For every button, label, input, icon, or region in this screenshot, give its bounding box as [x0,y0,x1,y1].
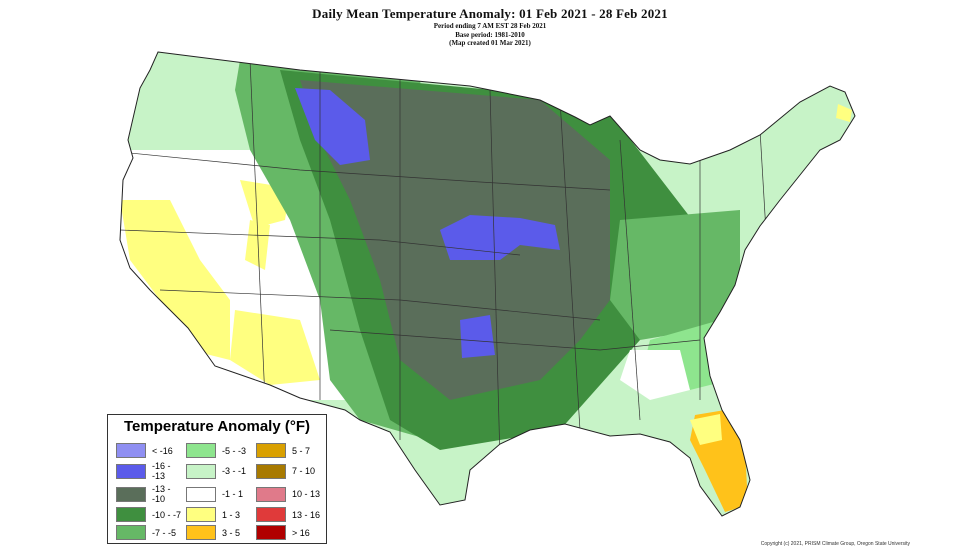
legend-label: 13 - 16 [292,509,321,520]
map-subtitle-3: (Map created 01 Mar 2021) [449,39,531,47]
legend-title: Temperature Anomaly (°F) [123,418,311,435]
legend-swatch [186,486,216,502]
legend-label: 3 - 5 [222,527,241,538]
legend-label: 10 - 13 [292,489,321,499]
map-legend: Temperature Anomaly (°F) < -16 -16 - -13 -… [107,414,327,544]
legend-label: > 16 [292,527,310,538]
legend-label: < -16 [152,445,173,456]
legend-label: -10 - -7 [152,509,182,520]
legend-swatch [116,463,146,479]
legend-item: 10 - 13 [256,484,322,504]
legend-item: 13 - 16 [256,507,322,522]
legend-label: -7 - -5 [152,527,177,538]
legend-item: -3 - -1 [186,461,252,481]
legend-item: 3 - 5 [186,525,252,540]
map-title: Daily Mean Temperature Anomaly: 01 Feb 2… [312,6,668,21]
legend-swatch [186,443,216,458]
legend-label: -1 - 1 [222,489,244,499]
legend-item: -16 - -13 [116,461,182,481]
map-subtitle-2: Base period: 1981-2010 [455,30,525,39]
legend-swatch [256,507,286,522]
legend-item: < -16 [116,443,182,458]
legend-swatch [186,463,216,479]
legend-swatch [116,507,146,522]
legend-swatch [186,525,216,540]
map-subtitle-1: Period ending 7 AM EST 28 Feb 2021 [433,22,547,30]
legend-label: 1 - 3 [222,509,241,520]
legend-item: > 16 [256,525,322,540]
legend-swatch [116,443,146,458]
legend-grid: < -16 -16 - -13 -13 - -10 -10 - -7 -7 - -5 -5… [116,443,322,540]
state-boundaries [120,59,771,461]
map-header: Daily Mean Temperature Anomaly: 01 Feb 2… [0,6,980,48]
legend-label: -16 - -13 [152,461,171,481]
legend-label: -3 - -1 [222,466,247,476]
copyright-credit: Copyright (c) 2021, PRISM Climate Group,… [760,541,910,547]
legend-item: 5 - 7 [256,443,322,458]
legend-swatch [116,525,146,540]
legend-item: -1 - 1 [186,484,252,504]
legend-swatch [256,443,286,458]
legend-item: 1 - 3 [186,507,252,522]
legend-label: 5 - 7 [292,445,311,456]
legend-item: 7 - 10 [256,461,322,481]
legend-label: 7 - 10 [292,466,316,476]
legend-swatch [256,463,286,479]
legend-item: -5 - -3 [186,443,252,458]
legend-swatch [256,525,286,540]
legend-item: -10 - -7 [116,507,182,522]
legend-label: -5 - -3 [222,445,247,456]
legend-swatch [116,486,146,502]
legend-label: -13 - -10 [152,484,171,504]
legend-item: -7 - -5 [116,525,182,540]
legend-item: -13 - -10 [116,484,182,504]
legend-swatch [256,486,286,502]
legend-swatch [186,507,216,522]
